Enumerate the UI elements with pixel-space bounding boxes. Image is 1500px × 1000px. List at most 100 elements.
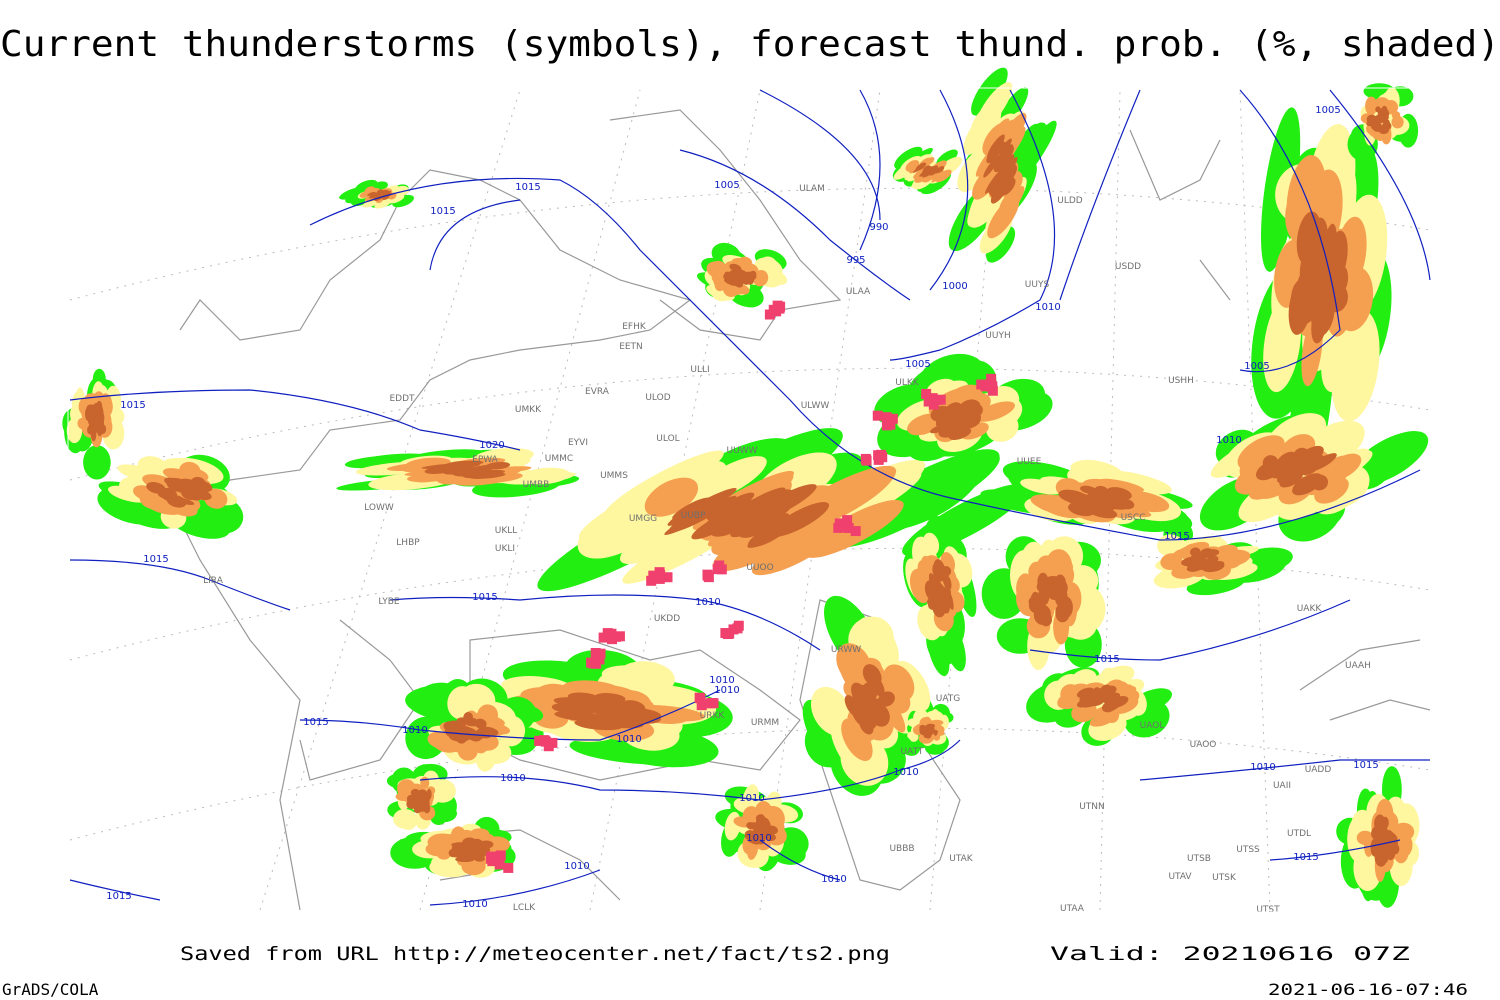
station-label: UAII <box>1273 781 1291 791</box>
shade-cell <box>1086 505 1118 519</box>
station-label: UMMC <box>545 454 573 464</box>
shade-cell <box>382 196 390 200</box>
station-label: UUWW <box>727 446 758 456</box>
shade-cell <box>982 122 1009 156</box>
storm-symbol <box>654 567 665 578</box>
station-label: URKK <box>700 711 726 721</box>
shade-cell <box>710 260 727 278</box>
shade-cell <box>937 588 947 608</box>
shade-cell <box>933 729 938 736</box>
isobar-label: 1010 <box>564 861 589 872</box>
shade-cell <box>1270 453 1301 477</box>
shade-cell <box>1047 582 1059 597</box>
station-label: UATG <box>936 694 961 704</box>
shade-cell <box>416 791 425 797</box>
station-label: UKDD <box>654 614 680 624</box>
station-label: USCC <box>1121 513 1146 523</box>
shade-cell <box>878 691 895 707</box>
shade-cell <box>1000 174 1010 187</box>
storm-symbol <box>764 309 775 320</box>
isobar-label: 1005 <box>714 180 739 191</box>
shade-cell <box>913 169 925 180</box>
station-label: EVRA <box>585 387 610 397</box>
shade-cell <box>747 835 756 843</box>
shade-cell <box>96 400 103 413</box>
shade-cell <box>375 193 381 197</box>
shade-cell <box>429 779 456 803</box>
storm-symbol <box>696 700 707 711</box>
isobar-label: 1015 <box>106 891 131 902</box>
shade-cell <box>987 134 1005 159</box>
shade-cell <box>463 712 473 723</box>
shade-cell <box>601 665 668 688</box>
shade-cell <box>1208 560 1222 566</box>
shade-cell <box>367 191 376 196</box>
shade-cell <box>180 486 200 499</box>
shade-cell <box>435 844 452 860</box>
station-label: UUBP <box>681 511 706 521</box>
storm-symbol <box>928 399 939 410</box>
shade-cell <box>739 511 782 538</box>
shade-cell <box>971 67 1008 116</box>
storm-symbol <box>873 450 884 461</box>
station-label: EDDT <box>389 394 415 404</box>
station-label: UMGG <box>629 514 657 524</box>
isobar-label: 1015 <box>303 717 328 728</box>
storm-symbol <box>646 575 657 586</box>
shade-cell <box>87 404 96 419</box>
station-label: UTSS <box>1236 845 1260 855</box>
isobar-label: 1015 <box>430 206 455 217</box>
storm-symbol <box>648 570 659 581</box>
station-label: ULKK <box>895 378 920 388</box>
shade-cell <box>664 495 737 535</box>
shade-cell <box>964 417 979 426</box>
storm-symbol <box>494 859 505 870</box>
storm-symbol <box>861 455 872 466</box>
shade-cell <box>1348 431 1429 487</box>
shade-cell <box>930 719 944 726</box>
isobars <box>69 89 1431 906</box>
storm-symbol <box>539 735 550 746</box>
shade-cell <box>1321 334 1350 393</box>
isobar-label: 1010 <box>500 773 525 784</box>
shade-cell <box>757 489 796 516</box>
station-label: UUOO <box>746 563 773 573</box>
shade-cell <box>724 271 734 278</box>
shade-cell <box>146 482 166 494</box>
storm-symbol <box>547 737 558 748</box>
shade-cell <box>859 695 877 718</box>
station-label: ULWW <box>801 401 830 411</box>
shade-cell <box>709 509 751 537</box>
shade-cell <box>452 732 462 742</box>
shade-cell <box>745 271 757 280</box>
storm-symbol <box>921 388 932 399</box>
shade-cell <box>933 605 945 618</box>
isobar-label: 1015 <box>143 554 168 565</box>
shade-cell <box>983 155 1000 178</box>
map-labels: 1015 1015 1005 990 995 1000 1010 1005 1005 1005 10… <box>106 105 1378 915</box>
shade-cell <box>423 803 431 814</box>
shade-cell <box>1186 563 1204 572</box>
shade-cell <box>1099 691 1114 703</box>
station-label: URWW <box>831 645 861 655</box>
storm-symbol <box>834 518 845 529</box>
shade-cell <box>87 426 92 434</box>
shade-cell <box>948 427 972 441</box>
storm-symbol <box>887 413 898 424</box>
shade-cell <box>393 809 417 829</box>
shade-cell <box>464 472 495 479</box>
shade-cell <box>919 171 927 177</box>
station-label: UTAK <box>949 854 974 864</box>
shade-cell <box>740 256 752 266</box>
shade-cell <box>967 403 982 417</box>
station-label: UTAA <box>1060 904 1085 914</box>
shade-cell <box>83 445 111 480</box>
shade-cell <box>1083 689 1098 697</box>
current-thunderstorms <box>486 300 998 873</box>
isobar-label: 1005 <box>1244 361 1269 372</box>
shade-cell <box>1378 125 1389 135</box>
isobar-label: 990 <box>869 222 888 233</box>
probability-shading <box>62 67 1429 908</box>
shade-cell <box>387 194 405 204</box>
shade-cell <box>458 853 476 862</box>
